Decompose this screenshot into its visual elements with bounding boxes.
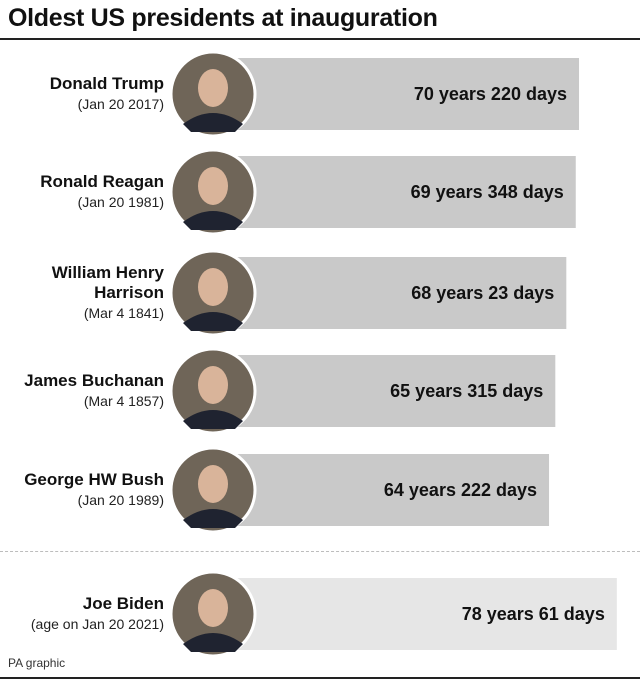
bar-value-label: 69 years 348 days [411, 182, 564, 202]
inauguration-date: (Jan 20 1981) [78, 194, 164, 210]
president-name: Donald Trump [50, 74, 164, 93]
suit-shape [183, 113, 243, 132]
chart-row: 65 years 315 days James Buchanan (Mar 4 18… [24, 347, 556, 435]
title-rule [0, 38, 640, 40]
president-name: William Henry [52, 263, 165, 282]
bar-value-label: 65 years 315 days [390, 381, 543, 401]
bar [214, 578, 617, 650]
chart-row: 64 years 222 days George HW Bush (Jan 20 1… [24, 446, 550, 534]
biden-portrait [169, 570, 257, 658]
trump-portrait [169, 50, 257, 138]
bar [214, 156, 576, 228]
president-name: Harrison [94, 283, 164, 302]
president-name: James Buchanan [24, 371, 164, 390]
inauguration-date: (age on Jan 20 2021) [31, 616, 164, 632]
harrison-portrait [169, 249, 257, 337]
face-shape [198, 167, 228, 205]
face-shape [198, 366, 228, 404]
bar [214, 257, 567, 329]
bush-portrait [169, 446, 257, 534]
suit-shape [183, 633, 243, 652]
highlight-separator [0, 551, 640, 552]
inauguration-date: (Mar 4 1841) [84, 305, 164, 321]
chart-title: Oldest US presidents at inauguration [8, 4, 438, 32]
face-shape [198, 69, 228, 107]
reagan-portrait [169, 148, 257, 236]
face-shape [198, 268, 228, 306]
bar-value-label: 68 years 23 days [411, 283, 554, 303]
suit-shape [183, 410, 243, 429]
suit-shape [183, 509, 243, 528]
bar [214, 58, 580, 130]
bar [214, 355, 556, 427]
buchanan-portrait [169, 347, 257, 435]
inauguration-date: (Jan 20 2017) [78, 96, 164, 112]
chart-row: 69 years 348 days Ronald Reagan (Jan 20 19… [40, 148, 576, 236]
face-shape [198, 465, 228, 503]
bottom-rule [0, 677, 640, 679]
president-name: Joe Biden [83, 594, 164, 613]
suit-shape [183, 211, 243, 230]
bar-value-label: 64 years 222 days [384, 480, 537, 500]
bar-value-label: 70 years 220 days [414, 84, 567, 104]
bar [214, 454, 550, 526]
suit-shape [183, 312, 243, 331]
bar-value-label: 78 years 61 days [462, 604, 605, 624]
inauguration-date: (Jan 20 1989) [78, 492, 164, 508]
chart-row: 78 years 61 days Joe Biden (age on Jan 20 … [31, 570, 617, 658]
chart-row: 70 years 220 days Donald Trump (Jan 20 201… [50, 50, 580, 138]
president-name: Ronald Reagan [40, 172, 164, 191]
source-credit: PA graphic [8, 656, 66, 670]
inauguration-date: (Mar 4 1857) [84, 393, 164, 409]
president-name: George HW Bush [24, 470, 164, 489]
face-shape [198, 589, 228, 627]
